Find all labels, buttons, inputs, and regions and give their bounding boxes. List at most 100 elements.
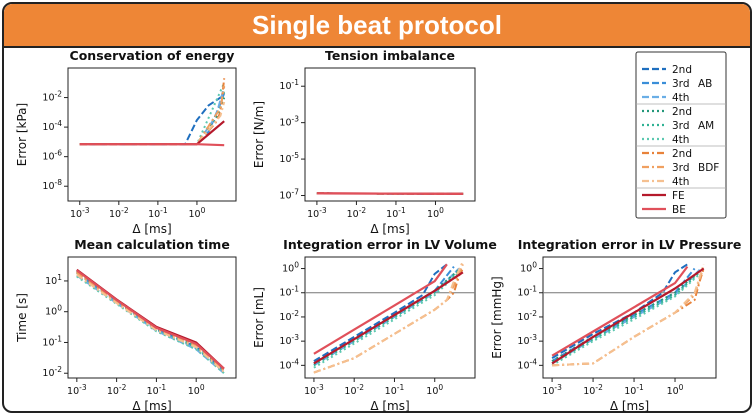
y-tick-label: 10-1 [279, 285, 299, 299]
series-FE [551, 267, 705, 365]
y-tick-label: 10-2 [42, 365, 62, 379]
y-tick-label: 10-4 [279, 357, 299, 371]
legend-label: 3rd [672, 120, 689, 132]
legend-label: 3rd [672, 78, 689, 90]
legend-label: 2nd [672, 64, 692, 76]
series-AM3 [551, 271, 701, 365]
x-tick-label: 10-3 [542, 383, 562, 397]
series-BDF3 [76, 272, 225, 372]
y-tick-label: 10-1 [517, 285, 537, 299]
series-FE [79, 120, 225, 146]
series-group [76, 268, 225, 374]
series-group [543, 263, 716, 367]
legend-label: FE [672, 190, 685, 202]
series-group [79, 78, 226, 147]
legend-group-label: AB [698, 78, 712, 90]
banner: Single beat protocol [4, 4, 750, 48]
x-axis-label: Δ [ms] [132, 399, 171, 413]
chart-title: Mean calculation time [74, 237, 230, 252]
series-AM4 [551, 273, 701, 367]
x-tick-label: 10-2 [344, 383, 364, 397]
y-axis-label: Error [mmHg] [490, 276, 504, 358]
y-tick-label: 10-6 [42, 149, 62, 163]
y-tick-label: 10-1 [279, 78, 299, 92]
x-axis-label: Δ [ms] [132, 222, 171, 236]
x-tick-label: 100 [188, 383, 205, 397]
series-BDF4 [79, 101, 226, 146]
chart-title: Integration error in LV Volume [283, 237, 497, 252]
legend-label: 4th [672, 134, 689, 146]
y-axis-label: Error [kPa] [15, 103, 29, 166]
x-tick-label: 10-3 [307, 206, 327, 220]
y-tick-label: 10-3 [517, 333, 537, 347]
y-tick-label: 100 [282, 261, 299, 275]
chart-tension: Tension imbalance 10-3 10-2 10-1 100 10-7 10-5… [252, 48, 476, 236]
x-tick-label: 10-3 [70, 206, 90, 220]
series-AM4 [313, 271, 460, 369]
series-AM4 [79, 82, 226, 146]
legend-label: 2nd [672, 148, 692, 160]
series-group [305, 260, 475, 374]
legend-label: 4th [672, 176, 689, 188]
series-FE [313, 271, 464, 365]
x-tick-label: 10-2 [583, 383, 603, 397]
x-tick-label: 10-1 [148, 206, 168, 220]
x-tick-label: 10-1 [386, 206, 406, 220]
x-tick-label: 10-1 [624, 383, 644, 397]
chart-title: Tension imbalance [325, 48, 455, 63]
series-BE [79, 143, 225, 147]
y-tick-label: 10-4 [42, 119, 62, 133]
series-BE [313, 263, 448, 355]
x-tick-label: 10-2 [347, 206, 367, 220]
x-tick-label: 100 [667, 383, 684, 397]
y-tick-label: 100 [45, 304, 62, 318]
x-tick-label: 10-1 [385, 383, 405, 397]
series-BE [551, 265, 689, 357]
x-tick-label: 10-2 [107, 383, 127, 397]
y-tick-label: 10-5 [279, 151, 299, 165]
banner-title: Single beat protocol [252, 9, 502, 40]
legend-label: 3rd [672, 162, 689, 174]
legend-label: 2nd [672, 106, 692, 118]
x-tick-label: 10-1 [147, 383, 167, 397]
y-tick-label: 10-3 [279, 115, 299, 129]
y-tick-label: 10-2 [517, 309, 537, 323]
series-BDF4 [76, 273, 225, 373]
x-tick-label: 10-3 [67, 383, 87, 397]
series-BDF4 [552, 263, 705, 367]
plot-area [542, 256, 717, 379]
series-BDF4 [313, 260, 464, 374]
series-AB4 [79, 86, 226, 146]
y-tick-label: 10-3 [279, 333, 299, 347]
legend-box [635, 51, 727, 219]
x-axis-label: Δ [ms] [370, 222, 409, 236]
legend-label: BE [672, 204, 686, 216]
legend: 2nd 3rd AB 4th 2nd 3rd AM 4th 2nd 3rd BDF 4th FE BE [635, 51, 727, 219]
y-tick-label: 10-7 [279, 188, 299, 202]
plot-area [304, 67, 476, 202]
chart-volume: Integration error in LV Volume 10-3 10-2 10… [252, 237, 497, 413]
chart-energy: Conservation of energy 10-3 10-2 10-1 100 10-… [15, 48, 237, 236]
figure-frame: Single beat protocol [2, 2, 752, 413]
plot-area [304, 256, 476, 379]
x-tick-label: 10-3 [304, 383, 324, 397]
y-axis-label: Time [s] [15, 293, 29, 343]
series-AB2 [313, 263, 448, 362]
y-tick-label: 10-2 [279, 309, 299, 323]
y-tick-label: 100 [520, 261, 537, 275]
x-tick-label: 10-2 [109, 206, 129, 220]
plot-area [67, 256, 237, 379]
y-axis-label: Error [N/m] [252, 101, 266, 168]
y-tick-label: 10-8 [42, 178, 62, 192]
y-tick-label: 10-2 [42, 90, 62, 104]
chart-title: Conservation of energy [70, 48, 235, 63]
chart-time: Mean calculation time 10-3 10-2 10-1 100 10-2… [15, 237, 237, 413]
y-axis-label: Error [mL] [252, 287, 266, 348]
series-AB3 [79, 92, 226, 146]
plot-area [67, 67, 237, 202]
x-tick-label: 100 [426, 383, 443, 397]
y-tick-label: 10-1 [42, 334, 62, 348]
series-AB2 [551, 263, 688, 359]
series-AM4 [76, 275, 225, 374]
